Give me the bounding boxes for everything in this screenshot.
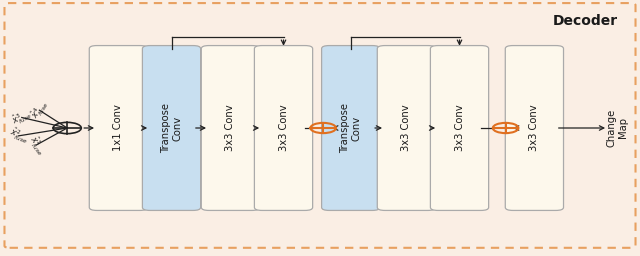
FancyBboxPatch shape (89, 46, 147, 210)
Text: Decoder: Decoder (552, 14, 618, 28)
Text: $\hat{x}^3_{fuse}$: $\hat{x}^3_{fuse}$ (10, 106, 34, 129)
Text: 3x3 Conv: 3x3 Conv (401, 105, 412, 151)
Text: 3x3 Conv: 3x3 Conv (529, 105, 540, 151)
FancyBboxPatch shape (201, 46, 260, 210)
FancyBboxPatch shape (430, 46, 489, 210)
FancyBboxPatch shape (143, 46, 201, 210)
Text: Change
Map: Change Map (607, 109, 628, 147)
Text: 1x1 Conv: 1x1 Conv (113, 104, 124, 152)
Text: Transpose
Conv: Transpose Conv (340, 103, 362, 153)
Text: 3x3 Conv: 3x3 Conv (454, 105, 465, 151)
Text: 3x3 Conv: 3x3 Conv (225, 105, 236, 151)
FancyBboxPatch shape (322, 46, 380, 210)
Text: $\hat{x}^2_{fuse}$: $\hat{x}^2_{fuse}$ (6, 125, 30, 146)
Text: $\hat{x}^4_{fuse}$: $\hat{x}^4_{fuse}$ (28, 98, 51, 122)
FancyBboxPatch shape (254, 46, 312, 210)
Text: 3x3 Conv: 3x3 Conv (278, 105, 289, 151)
FancyBboxPatch shape (506, 46, 564, 210)
FancyBboxPatch shape (378, 46, 435, 210)
FancyBboxPatch shape (4, 3, 636, 248)
Text: Transpose
Conv: Transpose Conv (161, 103, 182, 153)
Text: $\hat{x}^1_{fuse}$: $\hat{x}^1_{fuse}$ (24, 133, 48, 157)
